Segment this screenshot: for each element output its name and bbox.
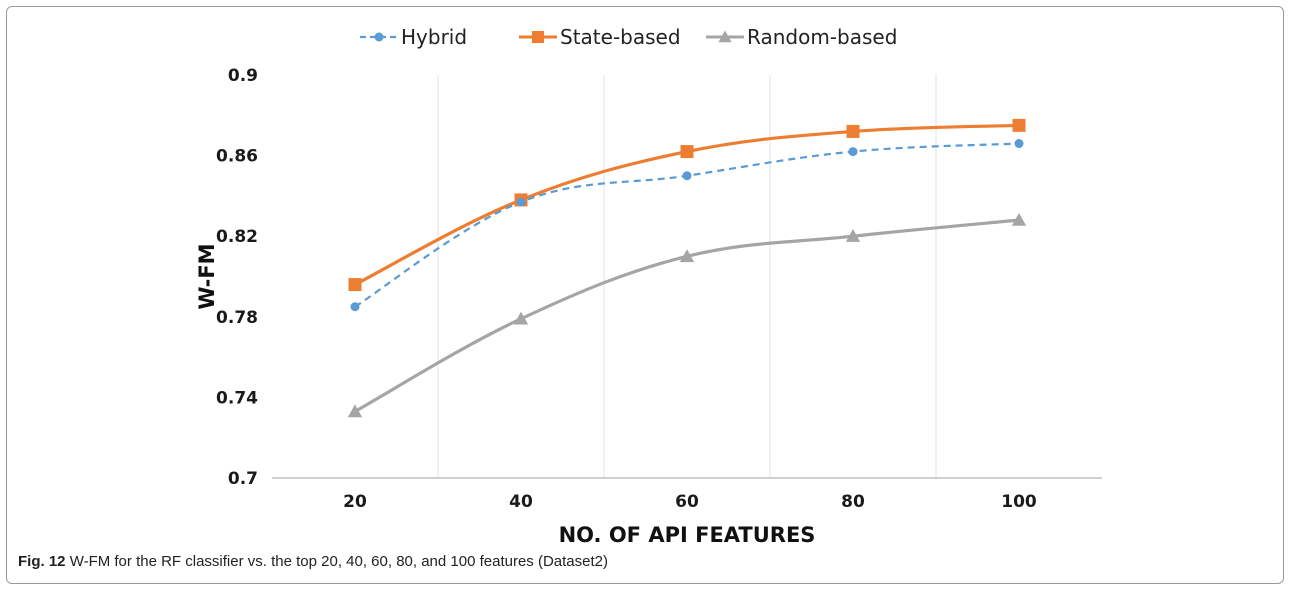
data-point (679, 249, 695, 263)
x-tick-label: 40 (509, 492, 533, 512)
series-hybrid (350, 139, 1024, 312)
data-point (846, 124, 860, 138)
y-axis-title: W-FM (195, 243, 219, 309)
data-point (513, 311, 529, 325)
figure-frame (6, 6, 1284, 584)
data-point (1014, 139, 1024, 149)
legend-label: State-based (560, 25, 681, 49)
y-tick-label: 0.82 (216, 227, 258, 247)
legend-marker (532, 31, 544, 43)
chart-grid (437, 75, 937, 478)
caption-text: W-FM for the RF classifier vs. the top 2… (69, 553, 608, 570)
y-tick-label: 0.74 (216, 388, 258, 408)
legend-label: Random-based (747, 25, 897, 49)
y-tick-label: 0.9 (228, 66, 258, 86)
series-random-based (347, 212, 1027, 418)
data-point (350, 302, 360, 312)
figure-caption: Fig. 12 W-FM for the RF classifier vs. t… (18, 553, 608, 570)
x-axis-title: NO. OF API FEATURES (559, 523, 816, 547)
series-line (354, 218, 1020, 413)
data-point (347, 404, 363, 418)
y-tick-label: 0.86 (216, 147, 258, 167)
legend-marker (718, 30, 732, 43)
x-tick-label: 20 (343, 492, 367, 512)
legend-item: Random-based (706, 25, 897, 49)
caption-label: Fig. 12 (18, 553, 66, 570)
legend-item: Hybrid (360, 25, 467, 49)
legend-label: Hybrid (401, 25, 467, 49)
data-point (680, 145, 694, 159)
data-point (845, 229, 861, 242)
series-group (347, 118, 1027, 418)
series-line (354, 142, 1020, 308)
x-tick-label: 80 (841, 492, 865, 512)
x-tick-label: 60 (675, 492, 699, 512)
legend: Hybrid State-based Random-based (360, 25, 897, 49)
data-point (1011, 212, 1027, 226)
data-point (682, 171, 692, 181)
data-point (516, 197, 526, 207)
x-axis-ticks: 20 40 60 80 100 (343, 492, 1037, 512)
x-tick-label: 100 (1001, 492, 1037, 512)
y-tick-label: 0.78 (216, 308, 258, 328)
line-chart: 0.7 0.74 0.78 0.82 0.86 0.9 20 40 60 80 100 Hybri… (195, 25, 1102, 547)
legend-item: State-based (519, 25, 681, 49)
y-axis-ticks: 0.7 0.74 0.78 0.82 0.86 0.9 (216, 66, 258, 489)
series-state-based (348, 118, 1026, 292)
data-point (1012, 118, 1026, 132)
y-tick-label: 0.7 (228, 469, 258, 489)
data-point (348, 278, 362, 292)
legend-marker (374, 32, 384, 42)
data-point (848, 147, 858, 157)
